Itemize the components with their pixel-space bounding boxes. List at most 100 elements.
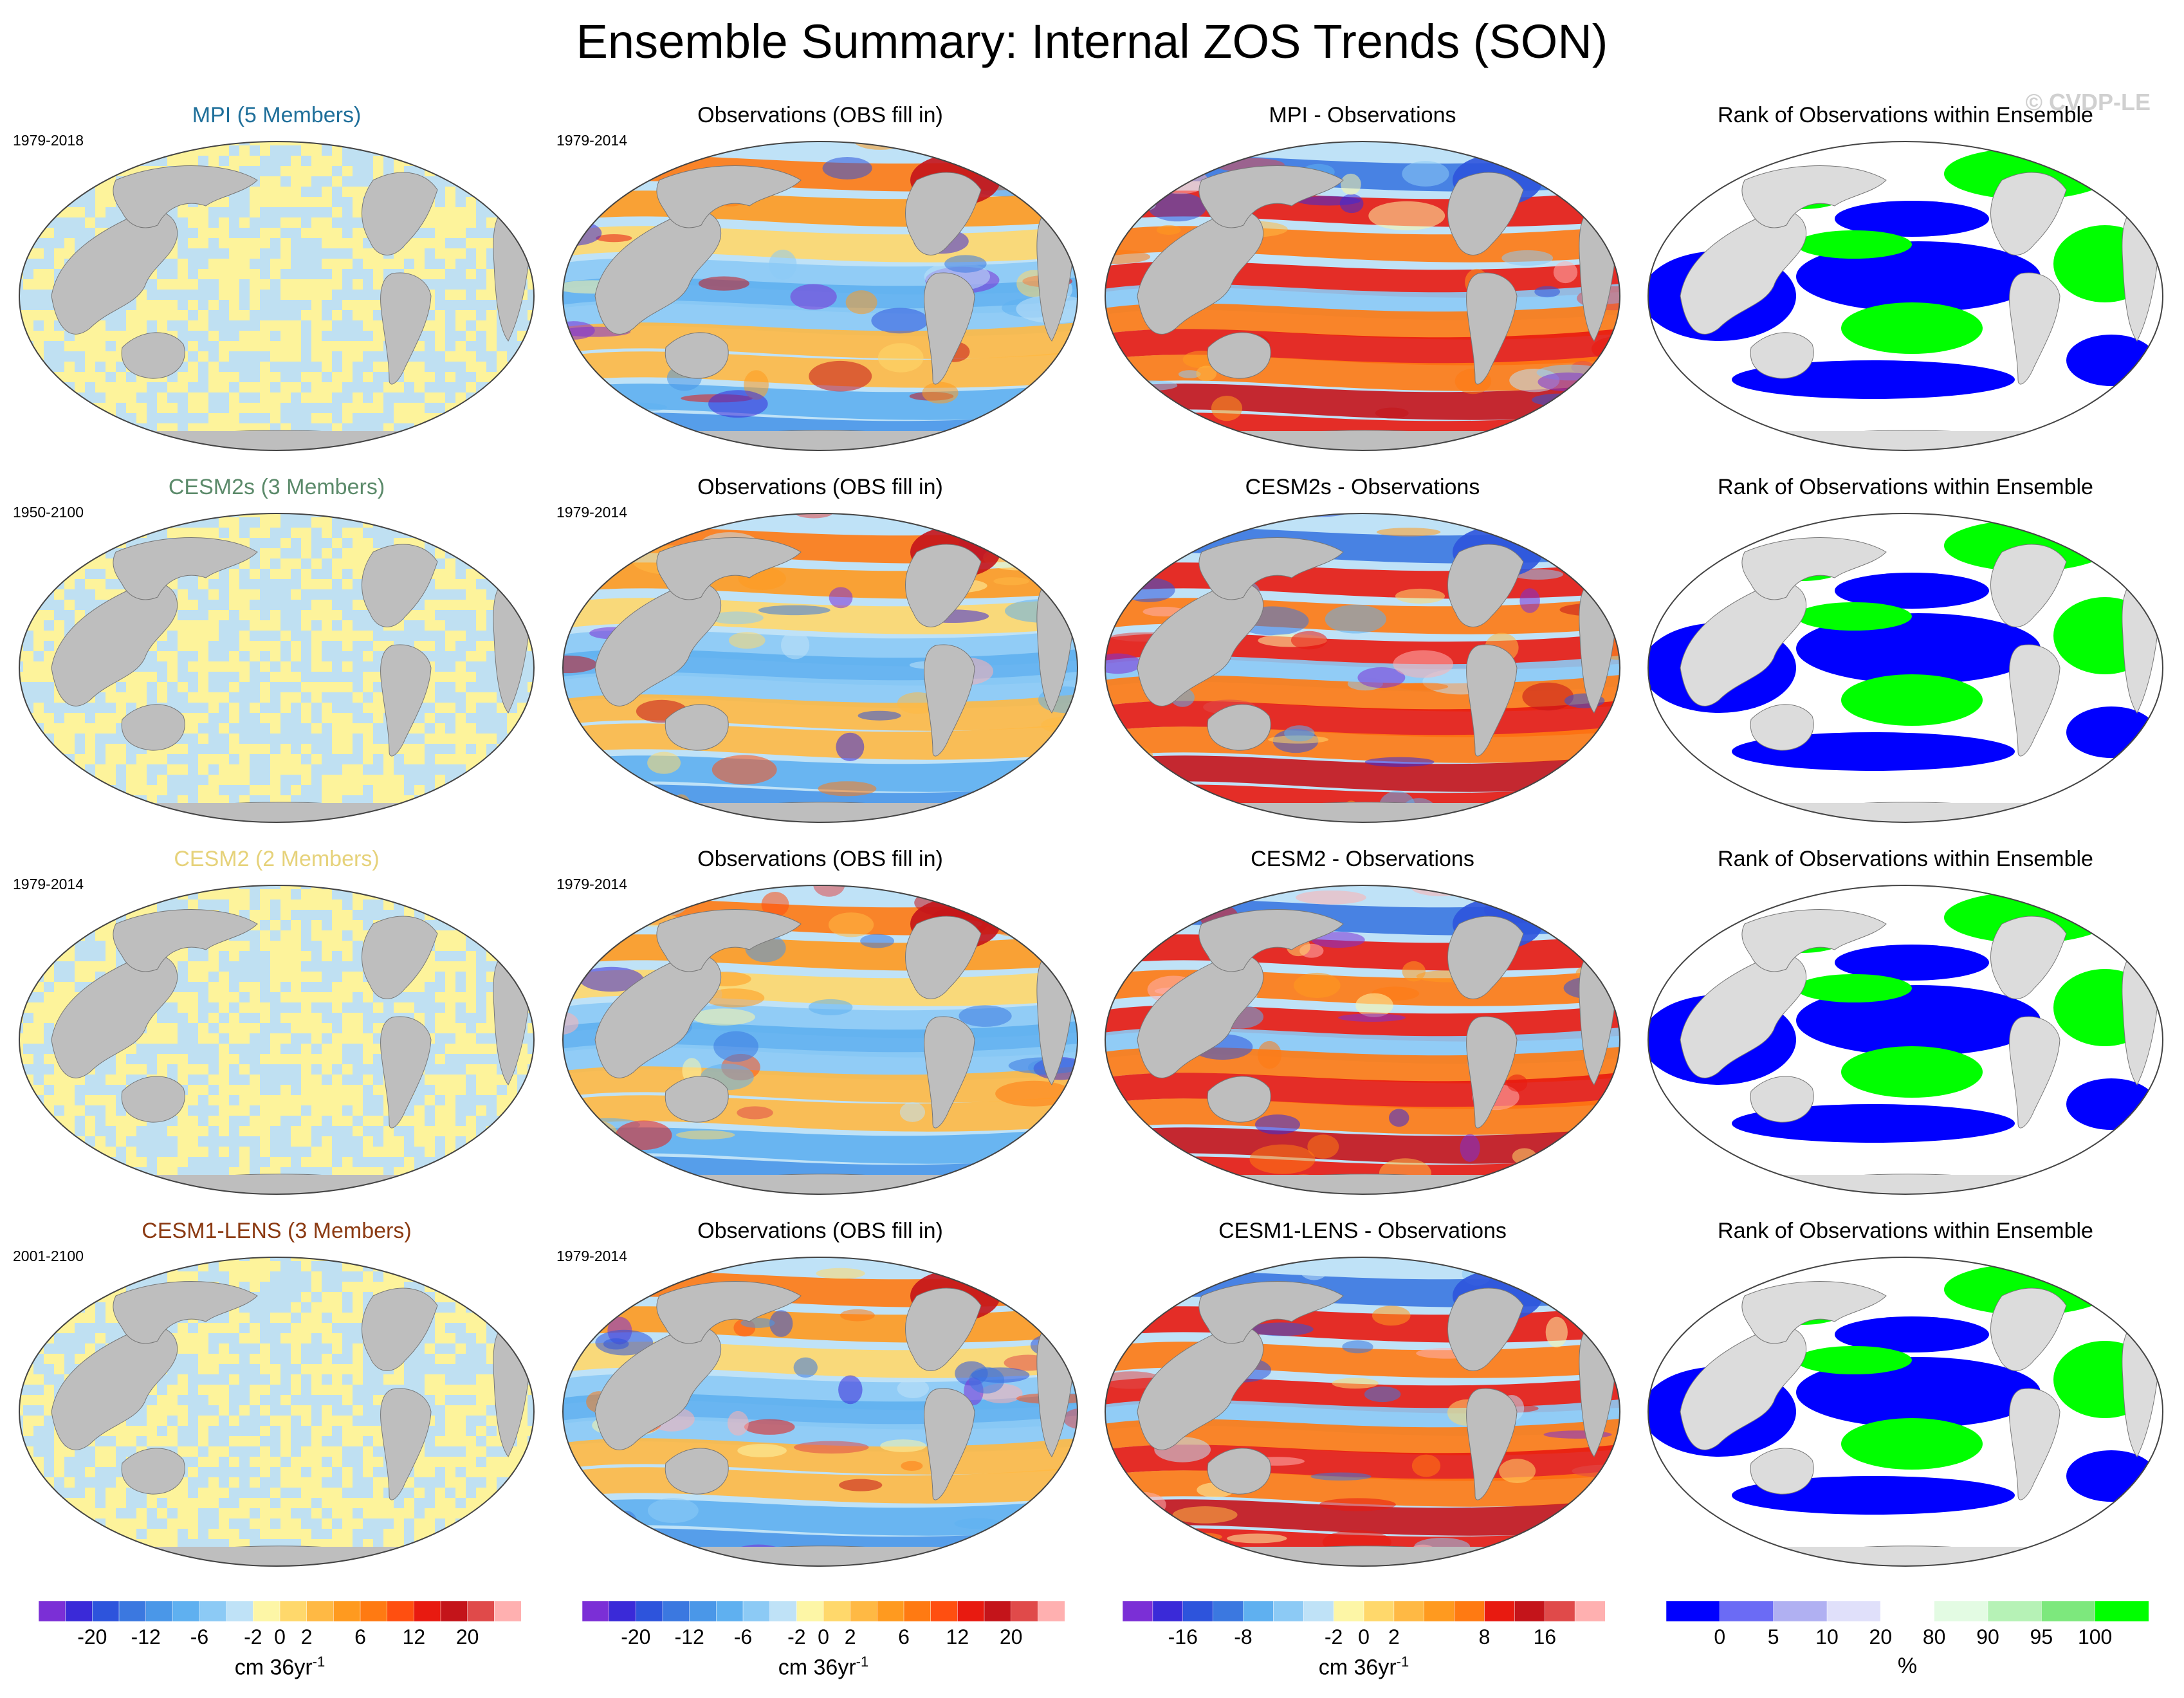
period-label: 2001-2100	[13, 1248, 84, 1264]
obs-map	[562, 141, 1078, 451]
colorbar-swatch	[39, 1601, 66, 1621]
model-panel: CESM1-LENS (3 Members) 2001-2100	[13, 1219, 540, 1573]
colorbar-swatch	[957, 1601, 985, 1621]
colorbar-tick-label: -12	[674, 1625, 704, 1648]
colorbar-swatch	[662, 1601, 690, 1621]
colorbar-tick-label: 16	[1533, 1625, 1557, 1648]
colorbar-swatch	[823, 1601, 851, 1621]
obs-panel-title: Observations (OBS fill in)	[697, 103, 943, 127]
difference-colorbar: -16 -8 -2 0 2 8 16 cm 36yr-1	[1123, 1601, 1605, 1691]
colorbar-swatch	[1826, 1601, 1882, 1621]
colorbar-swatch	[145, 1601, 174, 1621]
colorbar-swatch	[1303, 1601, 1334, 1621]
colorbar-swatch	[467, 1601, 495, 1621]
colorbar-swatch	[582, 1601, 610, 1621]
colorbar-swatch	[92, 1601, 120, 1621]
colorbar-swatch	[1011, 1601, 1039, 1621]
colorbar-unit-label: %	[1898, 1654, 1917, 1679]
colorbar-tick-label: -8	[1234, 1625, 1253, 1648]
colorbar-swatch	[1987, 1601, 2042, 1621]
colorbar-swatch	[769, 1601, 798, 1621]
diff-map	[1105, 513, 1620, 823]
unit-exponent: -1	[856, 1654, 869, 1670]
colorbar-tick-label: 6	[354, 1625, 366, 1648]
rank-map	[1647, 513, 2163, 823]
obs-panel-title: Observations (OBS fill in)	[697, 847, 943, 871]
colorbar-swatch	[226, 1601, 254, 1621]
colorbar-swatch	[65, 1601, 93, 1621]
colorbar-swatch	[1424, 1601, 1455, 1621]
diff-map	[1105, 885, 1620, 1195]
obs-panel: Observations (OBS fill in) 1979-2014	[556, 847, 1084, 1201]
obs-panel-title: Observations (OBS fill in)	[697, 475, 943, 499]
period-label: 1979-2014	[556, 1248, 627, 1264]
colorbar-swatch	[1038, 1601, 1065, 1621]
colorbar-swatch	[1720, 1601, 1774, 1621]
model-panel-title: CESM1-LENS (3 Members)	[142, 1219, 412, 1243]
colorbar-swatch	[1152, 1601, 1184, 1621]
colorbar-swatch	[1880, 1601, 1935, 1621]
colorbar-swatch	[494, 1601, 521, 1621]
colorbar-swatches	[1666, 1601, 2149, 1621]
diff-panel: CESM1-LENS - Observations	[1099, 1219, 1626, 1573]
period-label: 1979-2018	[13, 132, 84, 149]
colorbar-tick-label: 12	[946, 1625, 969, 1648]
obs-panel: Observations (OBS fill in) 1979-2014	[556, 475, 1084, 829]
rank-map	[1647, 141, 2163, 451]
rank-panel-title: Rank of Observations within Ensemble	[1718, 103, 2093, 127]
colorbar-swatch	[1514, 1601, 1545, 1621]
colorbar-unit-label: cm 36yr-1	[1319, 1654, 1409, 1680]
colorbar-swatch	[333, 1601, 361, 1621]
rank-panel: Rank of Observations within Ensemble	[1642, 103, 2169, 457]
colorbar-tick-label: 20	[455, 1625, 479, 1648]
unit-exponent: -1	[312, 1654, 326, 1670]
colorbar-swatch	[1363, 1601, 1395, 1621]
diff-panel-title: CESM1-LENS - Observations	[1218, 1219, 1507, 1243]
diff-panel: MPI - Observations	[1099, 103, 1626, 457]
colorbar-swatch	[1273, 1601, 1304, 1621]
colorbar-swatch	[1484, 1601, 1516, 1621]
colorbar-swatch	[387, 1601, 415, 1621]
colorbar-unit-label: cm 36yr-1	[778, 1654, 868, 1680]
colorbar-swatch	[306, 1601, 335, 1621]
colorbar-swatch	[796, 1601, 824, 1621]
colorbar-swatches	[1123, 1601, 1605, 1621]
colorbar-tick-label: 0	[818, 1625, 829, 1648]
rank-panel-title: Rank of Observations within Ensemble	[1718, 847, 2093, 871]
model-map	[19, 1257, 535, 1567]
diff-panel: CESM2s - Observations	[1099, 475, 1626, 829]
colorbar-swatch	[279, 1601, 307, 1621]
colorbar-swatch	[742, 1601, 771, 1621]
rank-panel: Rank of Observations within Ensemble	[1642, 847, 2169, 1201]
colorbar-tick-label: 20	[999, 1625, 1023, 1648]
colorbar-tick-label: -20	[77, 1625, 107, 1648]
model-panel-title: CESM2 (2 Members)	[174, 847, 380, 871]
colorbar-swatch	[414, 1601, 441, 1621]
diff-map	[1105, 141, 1620, 451]
unit-base: %	[1897, 1654, 1918, 1678]
model-map	[19, 885, 535, 1195]
unit-base: cm 36yr	[1318, 1655, 1397, 1680]
colorbar-tick-label: 2	[844, 1625, 856, 1648]
diff-panel-title: CESM2 - Observations	[1251, 847, 1474, 871]
colorbar-tick-label: 6	[898, 1625, 910, 1648]
colorbar-swatch	[984, 1601, 1012, 1621]
unit-base: cm 36yr	[234, 1655, 313, 1680]
colorbar-tick-label: 0	[1358, 1625, 1370, 1648]
obs-map	[562, 1257, 1078, 1567]
watermark: © CVDP-LE	[2025, 89, 2151, 115]
colorbar-swatch	[850, 1601, 878, 1621]
colorbar-tick-label: 5	[1767, 1625, 1779, 1648]
colorbar-swatch	[172, 1601, 200, 1621]
colorbar-tick-label: 10	[1815, 1625, 1839, 1648]
colorbar-tick-label: -2	[1324, 1625, 1343, 1648]
colorbar-swatch	[2041, 1601, 2096, 1621]
colorbar-tick-label: 100	[2077, 1625, 2113, 1648]
diff-panel-title: CESM2s - Observations	[1245, 475, 1480, 499]
colorbar-swatch	[689, 1601, 717, 1621]
colorbar-swatch	[636, 1601, 663, 1621]
unit-base: cm 36yr	[778, 1655, 856, 1680]
rank-panel-title: Rank of Observations within Ensemble	[1718, 475, 2093, 499]
rank-colorbar: 0 5 10 20 80 90 95 100%	[1666, 1601, 2149, 1691]
colorbar-tick-label: -16	[1168, 1625, 1198, 1648]
